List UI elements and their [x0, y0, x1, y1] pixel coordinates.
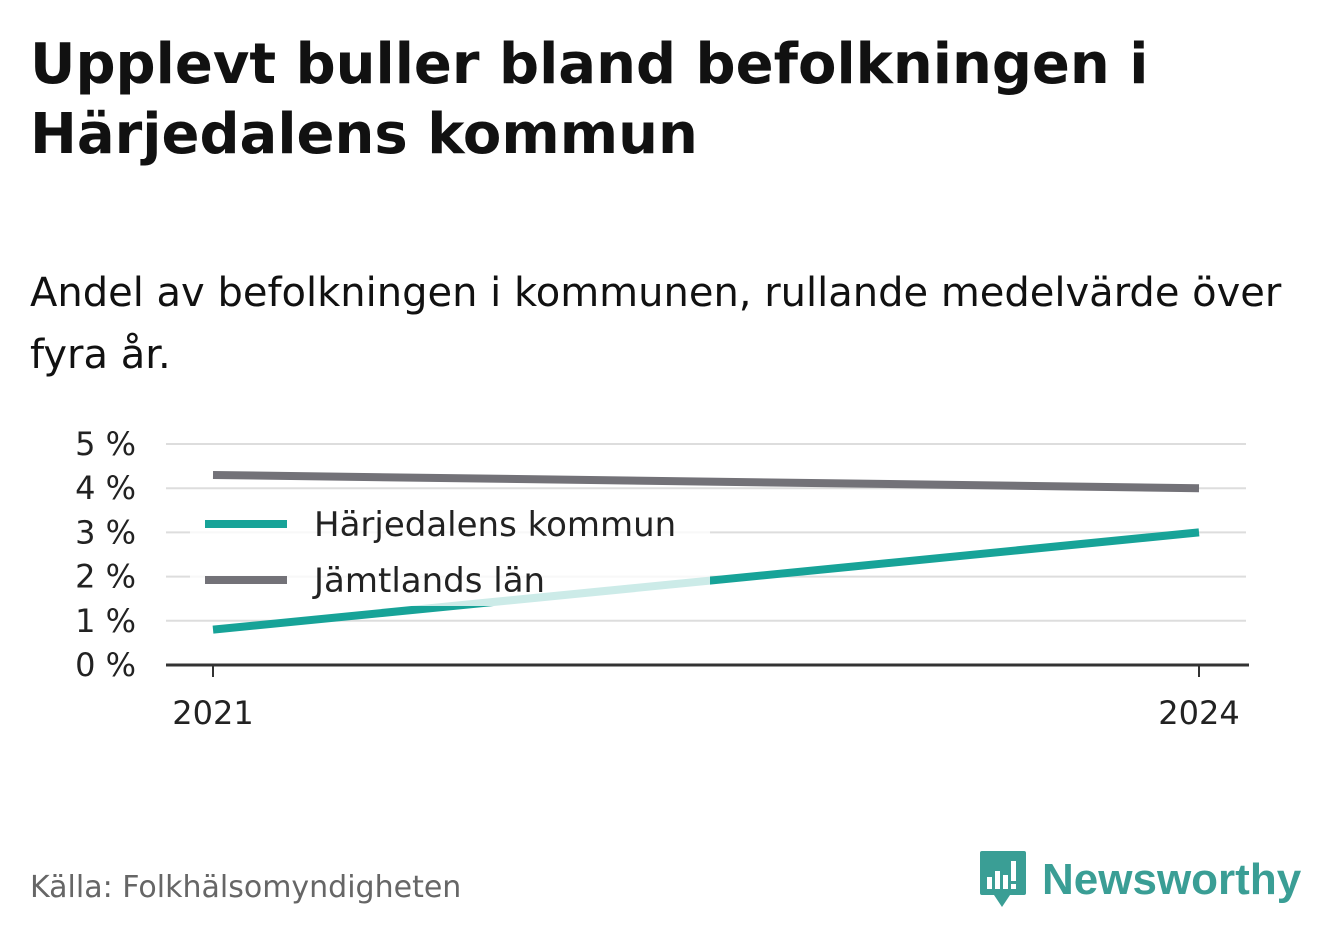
x-tick-label: 2024: [1158, 694, 1239, 732]
y-tick-label: 0 %: [75, 646, 136, 684]
y-tick-label: 2 %: [75, 558, 136, 596]
x-axis: 2021 2024: [166, 663, 1249, 732]
y-tick-label: 5 %: [75, 425, 136, 463]
legend: Härjedalens kommun Jämtlands län: [190, 505, 710, 606]
y-tick-label: 4 %: [75, 469, 136, 507]
line-chart: 0 % 1 % 2 % 3 % 4 % 5 % Härjedalens kommun Jäm…: [75, 425, 1249, 732]
chart-subtitle: Andel av befolkningen i kommunen, rullan…: [30, 270, 1282, 378]
y-tick-label: 1 %: [75, 602, 136, 640]
legend-label: Härjedalens kommun: [314, 505, 676, 545]
brand-logo: Newsworthy: [978, 848, 1301, 912]
source-note: Källa: Folkhälsomyndigheten: [30, 870, 462, 905]
x-tick-label: 2021: [172, 694, 253, 732]
chart-title: Upplevt buller bland befolkningen i Härj…: [30, 32, 1149, 167]
newsworthy-logo-icon: [980, 851, 1026, 907]
y-tick-label: 3 %: [75, 513, 136, 551]
series-line-1: [212, 470, 1200, 493]
brand-name: Newsworthy: [1042, 855, 1302, 904]
legend-label: Jämtlands län: [312, 561, 545, 601]
y-axis-ticks: 0 % 1 % 2 % 3 % 4 % 5 %: [75, 425, 136, 684]
